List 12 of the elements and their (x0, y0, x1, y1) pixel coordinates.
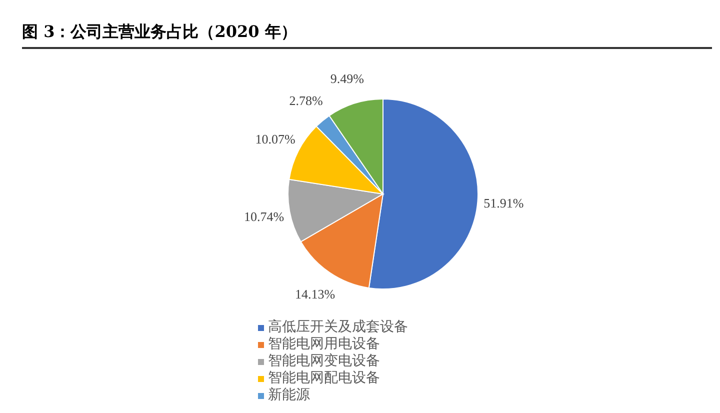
data-label: 51.91% (484, 196, 524, 211)
legend-label: 智能电网变电设备 (268, 353, 380, 370)
chart-title: 图 3：公司主营业务占比（2020 年） (22, 22, 712, 49)
data-label: 10.74% (244, 208, 284, 224)
legend-label: 高低压开关及成套设备 (268, 319, 408, 336)
legend-label: 智能电网配电设备 (268, 370, 380, 387)
data-label: 9.49% (330, 70, 364, 86)
legend-label: 智能电网用电设备 (268, 336, 380, 353)
data-label: 14.13% (294, 286, 336, 302)
legend-label: 新能源 (268, 387, 310, 404)
data-label: 10.07% (255, 131, 296, 146)
data-label: 2.78% (289, 93, 323, 108)
